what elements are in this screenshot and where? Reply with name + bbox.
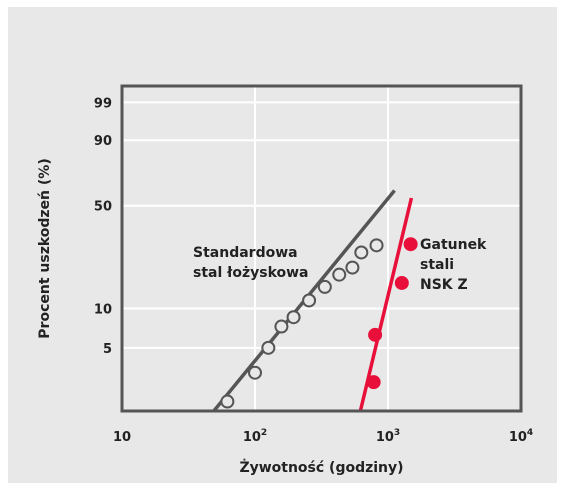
- fit-line-series-1: [358, 197, 414, 412]
- chart: 10 102 103 104 5 10 50 90 99 Standardowa stal ło…: [37, 84, 533, 476]
- filled-point-1-1: [368, 327, 383, 342]
- open-point-0-6: [317, 279, 332, 294]
- x-tick-label-10000: 104: [509, 428, 533, 445]
- open-point-0-7: [332, 267, 347, 282]
- x-tick-label-1000: 103: [376, 428, 400, 445]
- filled-point-1-3: [403, 237, 418, 252]
- open-point-0-10: [369, 238, 384, 253]
- filled-point-1-2: [394, 275, 409, 290]
- y-tick-labels: 5 10 50 90 99: [94, 96, 112, 356]
- x-tick-label-10: 10: [113, 430, 131, 445]
- open-point-0-1: [248, 365, 262, 380]
- series-1-label-line-1: stali: [420, 257, 454, 273]
- x-tick-labels: 10 102 103 104: [113, 428, 533, 445]
- plot-frame: [120, 84, 523, 413]
- y-tick-label-10: 10: [94, 303, 112, 318]
- y-tick-label-90: 90: [94, 134, 112, 149]
- series-1-label-line-0: Gatunek: [420, 237, 487, 253]
- x-axis-label: Żywotność (godziny): [239, 459, 403, 476]
- x-tick-label-100: 102: [243, 428, 267, 445]
- open-point-0-5: [302, 293, 317, 308]
- series-annotations: Standardowa stal łożyskowa Gatunek stali NSK…: [193, 237, 487, 293]
- grid: [122, 86, 521, 411]
- series-0-label-line-0: Standardowa: [193, 245, 298, 261]
- chart-panel: 10 102 103 104 5 10 50 90 99 Standardowa stal ło…: [8, 7, 557, 483]
- filled-point-1-0: [366, 375, 381, 390]
- open-point-0-3: [274, 319, 289, 334]
- open-point-0-4: [286, 310, 301, 325]
- open-point-0-9: [354, 245, 369, 260]
- open-point-0-8: [345, 260, 360, 275]
- y-tick-label-50: 50: [94, 200, 112, 215]
- open-point-0-0: [220, 394, 235, 409]
- data-points: [220, 237, 418, 409]
- series-1-label-line-2: NSK Z: [420, 277, 468, 293]
- series-0-label-line-1: stal łożyskowa: [193, 265, 309, 281]
- y-tick-label-5: 5: [103, 342, 112, 357]
- y-tick-label-99: 99: [94, 96, 112, 111]
- y-axis-label: Procent uszkodzeń (%): [37, 158, 53, 338]
- open-point-0-2: [261, 340, 276, 355]
